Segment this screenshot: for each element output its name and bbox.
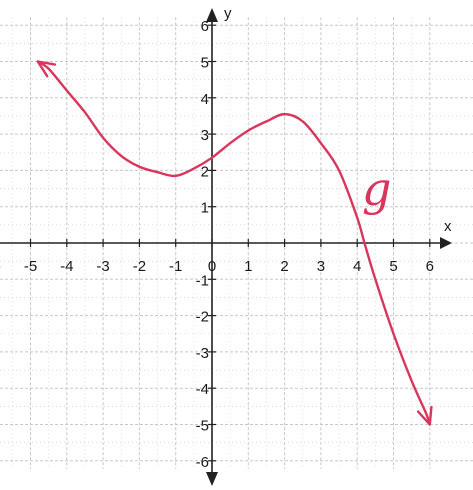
x-tick-label: 2 bbox=[280, 258, 288, 275]
x-tick-label: 3 bbox=[317, 258, 325, 275]
y-tick-label: -1 bbox=[196, 272, 209, 289]
curve bbox=[36, 60, 433, 426]
x-tick-label: 5 bbox=[389, 258, 397, 275]
y-tick-label: 3 bbox=[201, 127, 209, 144]
x-tick-label: 4 bbox=[353, 258, 361, 275]
y-axis-up-arrow-icon bbox=[206, 8, 218, 22]
x-tick-label: -1 bbox=[169, 258, 182, 275]
y-tick-label: -6 bbox=[196, 454, 209, 471]
x-tick-label: -5 bbox=[24, 258, 37, 275]
curve-end-arrow-icon bbox=[416, 405, 433, 426]
grid bbox=[0, 17, 473, 469]
y-tick-label: 4 bbox=[201, 91, 209, 108]
y-axis-down-arrow-icon bbox=[206, 472, 218, 486]
y-tick-label: -3 bbox=[196, 345, 209, 362]
x-tick-label: 6 bbox=[426, 258, 434, 275]
x-tick-label: -4 bbox=[60, 258, 73, 275]
y-axis-label: y bbox=[224, 5, 232, 22]
y-tick-label: -4 bbox=[196, 381, 209, 398]
y-tick-label: -5 bbox=[196, 418, 209, 435]
y-tick-label: -2 bbox=[196, 309, 209, 326]
x-tick-label: -6 bbox=[0, 258, 1, 275]
x-axis-arrow-icon bbox=[440, 237, 452, 249]
y-tick-label: 2 bbox=[201, 163, 209, 180]
axes bbox=[0, 8, 452, 486]
x-tick-label: 0 bbox=[208, 258, 216, 275]
x-axis-label: x bbox=[444, 218, 452, 235]
y-tick-label: 6 bbox=[201, 18, 209, 35]
y-tick-label: 5 bbox=[201, 55, 209, 72]
series-line bbox=[36, 60, 431, 426]
y-tick-label: 1 bbox=[201, 200, 209, 217]
x-tick-label: -3 bbox=[96, 258, 109, 275]
curve-start-arrow-icon bbox=[36, 60, 57, 78]
x-tick-label: 1 bbox=[244, 258, 252, 275]
curve-annotation: g bbox=[362, 162, 391, 216]
x-tick-label: -2 bbox=[133, 258, 146, 275]
